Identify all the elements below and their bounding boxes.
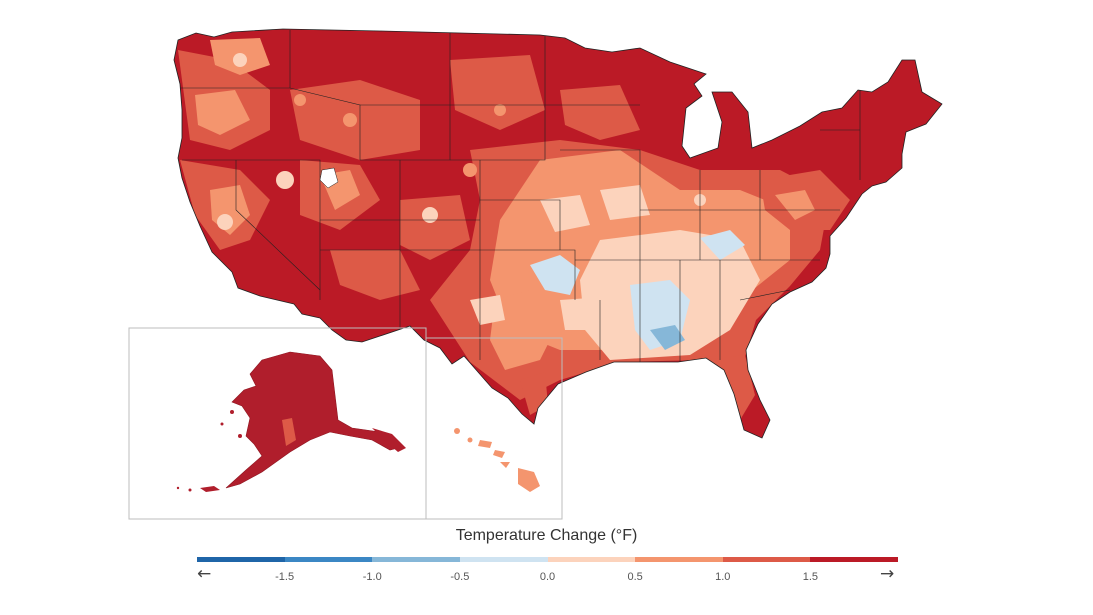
legend-swatch (284, 557, 373, 562)
legend-swatch (635, 557, 723, 562)
inset-frame (128, 327, 563, 520)
contiguous-us-heatmap (173, 28, 943, 439)
left-arrow-icon: ← (197, 564, 212, 584)
legend-swatch (810, 557, 898, 562)
legend-swatch (197, 557, 285, 562)
legend-swatch (722, 557, 811, 562)
color-scale-bar (197, 557, 898, 562)
right-arrow-icon: → (880, 564, 895, 584)
legend-swatch (459, 557, 548, 562)
legend-tick-label: 0.5 (627, 571, 643, 583)
legend-title: Temperature Change (°F) (455, 527, 638, 544)
legend-tick-label: 1.0 (715, 571, 731, 583)
legend-tick-label: -1.0 (362, 571, 382, 583)
legend-tick-label: -0.5 (450, 571, 470, 583)
alaska-inset (176, 351, 406, 492)
hawaii-inset (454, 428, 540, 492)
legend-tick-label: -1.5 (275, 571, 295, 583)
legend-swatch (372, 557, 460, 562)
legend-tick-label: 1.5 (802, 571, 819, 583)
legend-swatch (547, 557, 636, 562)
legend-tick-label: 0.0 (539, 571, 556, 583)
